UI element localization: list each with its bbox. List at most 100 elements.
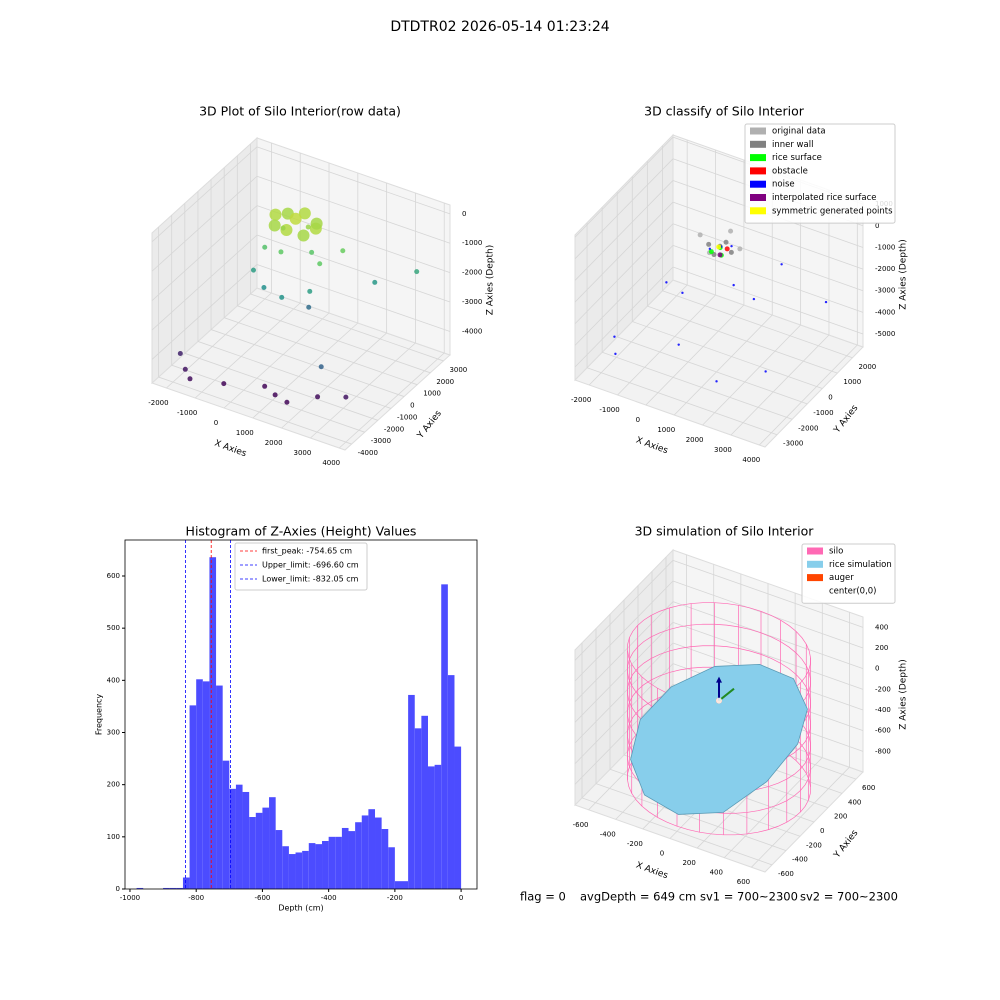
- z-axis-label: Z Axies (Depth): [899, 239, 909, 310]
- data-point: [221, 381, 227, 387]
- legend-label: obstacle: [772, 166, 808, 176]
- y-tick-label: 1000: [843, 378, 861, 386]
- x-tick-label: -400: [600, 830, 616, 838]
- y-tick-label: 400: [848, 798, 861, 806]
- data-point: [343, 394, 349, 400]
- grid-line: [574, 580, 674, 682]
- x-tick-label: 1000: [657, 426, 675, 434]
- grid-line: [197, 341, 392, 409]
- data-point: [318, 364, 324, 370]
- z-tick-label: 0: [875, 665, 879, 673]
- y-tick-label: -400: [792, 856, 808, 864]
- y-tick-label: 0: [820, 827, 824, 835]
- y-tick-label: 300: [107, 728, 120, 736]
- z-tick-label: 200: [875, 644, 888, 652]
- chart-title: Histogram of Z-Axies (Height) Values: [186, 524, 417, 539]
- z-tick-label: -4000: [875, 308, 895, 316]
- bar: [441, 584, 448, 889]
- data-point: [764, 370, 767, 373]
- x-axis-label: Depth (cm): [278, 904, 323, 913]
- figure-title: DTDTR02 2026-05-14 01:23:24: [390, 19, 609, 35]
- bar: [275, 830, 283, 889]
- y-tick-label: 100: [107, 833, 120, 841]
- x-tick-label: -1000: [120, 894, 140, 902]
- bar: [434, 764, 442, 889]
- legend-swatch: [750, 154, 766, 162]
- x-tick-label: 4000: [322, 459, 340, 467]
- bar: [176, 887, 183, 889]
- y-tick-label: -600: [778, 870, 794, 878]
- axis-arrow: [718, 687, 735, 702]
- bar: [394, 881, 402, 889]
- bar: [169, 887, 177, 889]
- y-axis-label: Y Axies: [415, 409, 444, 442]
- data-point: [278, 249, 284, 255]
- grid-line: [574, 642, 674, 744]
- z-tick-label: -4000: [462, 327, 482, 335]
- bar: [388, 847, 395, 889]
- grid-line: [632, 321, 823, 389]
- bar: [348, 831, 356, 889]
- bar: [454, 746, 462, 889]
- data-point: [182, 366, 188, 372]
- grid-line: [574, 622, 674, 723]
- bar: [335, 836, 342, 889]
- data-point: [269, 208, 282, 221]
- bar: [421, 715, 428, 889]
- data-point: [780, 263, 783, 266]
- grid-line: [588, 284, 688, 386]
- z-axis-label: Z Axies (Depth): [486, 245, 496, 316]
- bar: [302, 850, 309, 889]
- bar: [315, 844, 323, 889]
- rice-surface: [630, 664, 808, 815]
- data-point: [697, 232, 703, 238]
- legend-label: first_peak: -754.65 cm: [262, 547, 352, 556]
- z-axis-label: Z Axies (Depth): [899, 659, 909, 730]
- bar: [368, 809, 376, 889]
- x-tick-label: -600: [254, 894, 270, 902]
- y-tick-label: -2000: [798, 424, 818, 432]
- grid-line: [338, 352, 445, 449]
- data-point: [677, 343, 680, 346]
- grid-line: [595, 783, 787, 851]
- grid-line: [617, 336, 808, 405]
- grid-line: [574, 560, 674, 661]
- data-point: [706, 241, 712, 247]
- y-tick-label: -1000: [397, 413, 417, 421]
- grid-line: [730, 334, 830, 436]
- data-point: [262, 383, 268, 389]
- bar: [295, 852, 303, 889]
- bar: [322, 841, 329, 889]
- x-tick-label: -600: [573, 821, 589, 829]
- grid-line: [574, 266, 674, 368]
- plot-frame: [124, 539, 478, 890]
- bar: [189, 705, 197, 889]
- data-point: [414, 269, 420, 275]
- y-tick-label: 600: [862, 784, 875, 792]
- data-point: [279, 294, 285, 300]
- data-point: [372, 279, 378, 285]
- grid-line: [672, 559, 864, 628]
- grid-line: [574, 201, 674, 303]
- bar: [282, 846, 289, 889]
- data-point: [289, 212, 302, 225]
- z-tick-label: -5000: [875, 330, 895, 338]
- footer-flag: flag = 0: [520, 890, 566, 904]
- x-tick-label: 1000: [236, 429, 254, 437]
- grid-line: [223, 312, 330, 409]
- data-point: [723, 239, 729, 245]
- bar: [401, 881, 409, 889]
- grid-line: [662, 290, 853, 359]
- grid-line: [574, 601, 674, 702]
- bar: [328, 836, 336, 889]
- legend-label: Upper_limit: -696.60 cm: [262, 561, 359, 570]
- chart-title: 3D Plot of Silo Interior(row data): [199, 104, 401, 119]
- x-axis-label: X Axies: [634, 436, 669, 457]
- grid-line: [574, 245, 674, 346]
- grid-line: [237, 305, 431, 374]
- x-tick-label: 3000: [714, 446, 732, 454]
- chart-title: 3D simulation of Silo Interior: [635, 524, 815, 539]
- legend-label: Lower_limit: -832.05 cm: [262, 575, 359, 584]
- x-tick-label: 2000: [265, 439, 283, 447]
- data-point: [724, 246, 730, 252]
